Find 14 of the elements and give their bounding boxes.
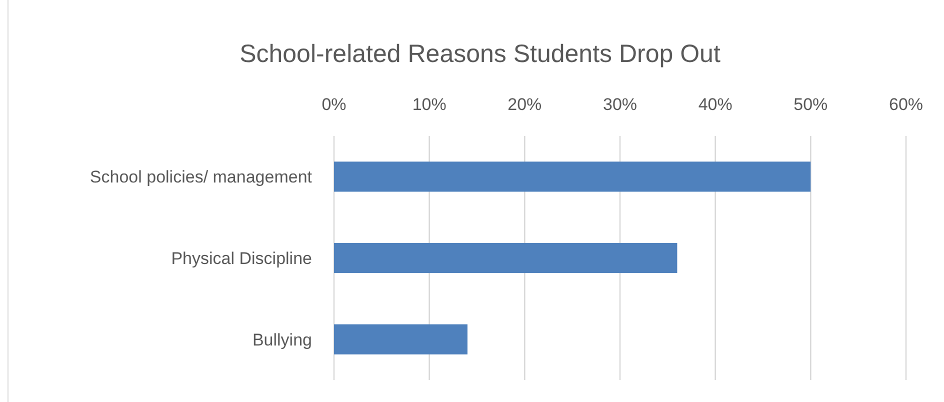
x-tick-label: 10% <box>412 95 446 114</box>
x-tick-label: 20% <box>508 95 542 114</box>
chart-title: School-related Reasons Students Drop Out <box>240 40 720 68</box>
bar <box>334 324 468 354</box>
bar <box>334 242 678 274</box>
x-tick-label: 0% <box>322 95 346 114</box>
x-tick-label: 30% <box>602 95 638 114</box>
x-tick-label: 60% <box>888 95 924 114</box>
y-tick-label: Bullying <box>252 330 312 350</box>
x-tick-label: 40% <box>698 95 732 114</box>
x-tick-label: 50% <box>794 95 828 114</box>
bar <box>334 162 811 192</box>
y-tick-label: Physical Discipline <box>171 248 312 268</box>
y-tick-label: School policies/ management <box>90 168 312 187</box>
